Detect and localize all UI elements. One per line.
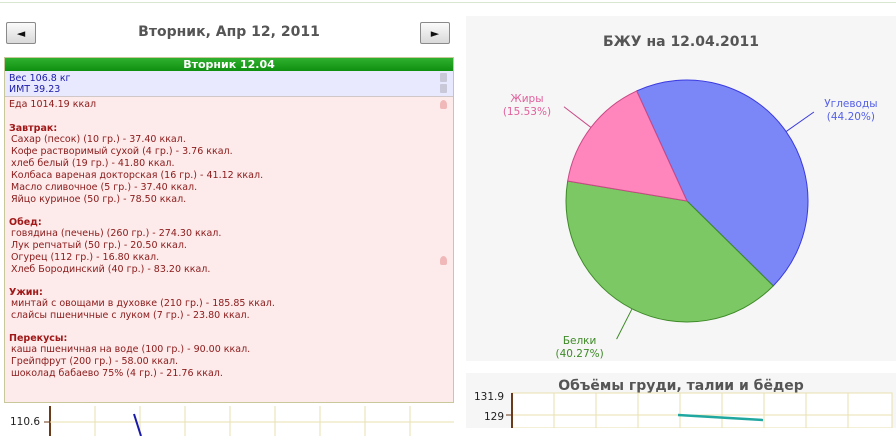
meal-list: Завтрак: Сахар (песок) (10 гр.) - 37.40 к…	[5, 123, 453, 380]
pie-label: Белки (40.27%)	[545, 335, 615, 361]
food-item: Хлеб Бородинский (40 гр.) - 83.20 ккал.	[11, 264, 211, 275]
food-item: Грейпфрут (200 гр.) - 58.00 ккал.	[11, 356, 179, 367]
pie-leader-line	[616, 308, 633, 340]
meal-section: Перекусы: каша пшеничная на воде (100 гр.…	[5, 333, 453, 380]
measurements-chart-title: Объёмы груди, талии и бёдер	[558, 378, 804, 394]
arrow-right-icon: ►	[430, 26, 440, 40]
measure-y-tick: 129	[484, 411, 504, 423]
edit-weight-icon[interactable]	[440, 73, 447, 82]
meal-title: Перекусы:	[9, 333, 68, 344]
date-navigation: ◄ Вторник, Апр 12, 2011 ►	[4, 8, 454, 50]
pie-leader-line	[563, 106, 592, 128]
vertical-gridlines	[553, 393, 849, 428]
measurements-chart: 131.9 129	[474, 391, 893, 428]
meal-section: Ужин: минтай с овощами в духовке (210 гр.…	[5, 287, 453, 322]
next-day-button[interactable]: ►	[420, 22, 450, 44]
day-panel: Вторник 12.04 Вес 106.8 кг ИМТ 39.23 Еда…	[4, 57, 454, 403]
food-item: хлеб белый (19 гр.) - 41.80 ккал.	[11, 158, 175, 169]
meal-title: Ужин:	[9, 287, 43, 298]
food-item: Яйцо куриное (50 гр.) - 78.50 ккал.	[11, 194, 187, 205]
food-item: Огурец (112 гр.) - 16.80 ккал.	[11, 252, 160, 263]
pie-label-value: (40.27%)	[555, 348, 604, 361]
food-item: Сахар (песок) (10 гр.) - 37.40 ккал.	[11, 134, 186, 145]
macro-chart-title: БЖУ на 12.04.2011	[602, 34, 760, 50]
food-item: говядина (печень) (260 гр.) - 274.30 кка…	[11, 228, 222, 239]
food-item: шоколад бабаево 75% (4 гр.) - 21.76 ккал…	[11, 368, 223, 379]
pie-label-name: Белки	[562, 335, 597, 348]
pie-label: Углеводы (44.20%)	[816, 98, 886, 124]
pie-slice-1	[565, 180, 774, 323]
pie-label-value: (44.20%)	[826, 111, 876, 124]
food-item: Колбаса вареная докторская (16 гр.) - 41…	[11, 170, 264, 181]
hand-icon[interactable]	[440, 100, 447, 109]
day-header: Вторник 12.04	[5, 58, 453, 71]
macro-chart-card: БЖУ на 12.04.2011 Углеводы (44.20%) Белки(…	[466, 16, 896, 361]
food-item: Масло сливочное (5 гр.) - 37.40 ккал.	[11, 182, 198, 193]
weight-value: Вес 106.8 кг	[9, 73, 71, 84]
meal-title: Обед:	[9, 217, 42, 228]
food-total: Еда 1014.19 ккал	[9, 99, 97, 110]
bmi-value: ИМТ 39.23	[9, 84, 61, 95]
charts-column: БЖУ на 12.04.2011 Углеводы (44.20%) Белки(…	[466, 8, 896, 428]
previous-day-button[interactable]: ◄	[6, 22, 36, 44]
food-total-row: Еда 1014.19 ккал	[5, 97, 453, 112]
top-divider	[0, 2, 896, 3]
food-item: Кофе растворимый сухой (4 гр.) - 3.76 кк…	[11, 146, 233, 157]
pie-slice-2	[567, 90, 688, 202]
pie-slice-0	[635, 79, 809, 287]
meal-section: Обед: говядина (печень) (260 гр.) - 274.3…	[5, 217, 453, 276]
food-item: Лук репчатый (50 гр.) - 20.50 ккал.	[11, 240, 187, 251]
vertical-gridlines	[94, 406, 411, 436]
food-item: каша пшеничная на воде (100 гр.) - 90.00…	[11, 344, 251, 355]
food-item: слайсы пшеничные с луком (7 гр.) - 23.80…	[11, 310, 250, 321]
measurements-chart-card: Объёмы груди, талии и бёдер 131.9 129	[466, 373, 896, 428]
food-item: минтай с овощами в духовке (210 гр.) - 1…	[11, 298, 275, 309]
macro-pie-chart	[563, 79, 815, 340]
body-metrics: Вес 106.8 кг ИМТ 39.23	[5, 71, 453, 97]
day-column: ◄ Вторник, Апр 12, 2011 ► Вторник 12.04 …	[4, 8, 454, 436]
date-title: Вторник, Апр 12, 2011	[138, 24, 320, 40]
pie-label: Жиры (15.53%)	[492, 93, 562, 119]
weight-y-tick: 110.6	[10, 416, 40, 428]
pie-label-name: Углеводы	[824, 98, 878, 111]
arrow-left-icon: ◄	[16, 26, 26, 40]
measure-y-tick: 131.9	[474, 391, 504, 403]
weight-chart: 110.6	[10, 406, 454, 436]
edit-bmi-icon[interactable]	[440, 84, 447, 93]
meal-section: Завтрак: Сахар (песок) (10 гр.) - 37.40 к…	[5, 123, 453, 206]
pie-label-value: (15.53%)	[502, 105, 552, 118]
plot-area	[511, 392, 893, 428]
pie-leader-line	[785, 111, 815, 132]
meal-title: Завтрак:	[9, 123, 58, 134]
hand-icon[interactable]	[440, 256, 447, 265]
pie-label-name: Жиры	[510, 92, 544, 105]
measurement-series-line	[677, 413, 764, 422]
